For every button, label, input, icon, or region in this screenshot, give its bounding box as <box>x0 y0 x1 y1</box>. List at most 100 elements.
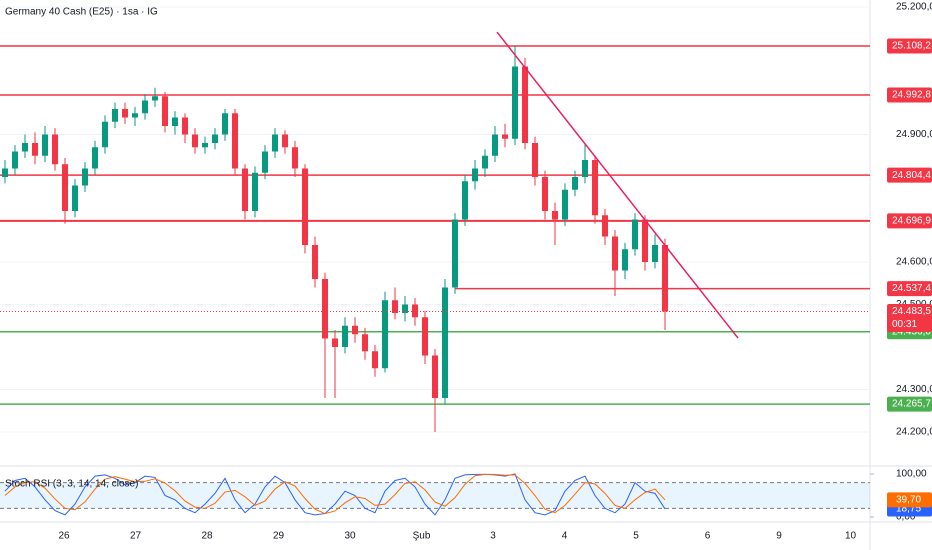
candle-body <box>442 287 448 398</box>
candle-body <box>622 249 628 271</box>
candle-body <box>552 211 558 220</box>
candle-body <box>512 66 518 139</box>
candle-body <box>222 113 228 135</box>
y-tick-label: 24.300,0 <box>896 384 932 395</box>
candle-body <box>212 134 218 143</box>
stoch-last-label: 39,70 <box>896 495 921 506</box>
candle-body <box>662 245 668 312</box>
stoch-line <box>4 473 666 516</box>
candle-body <box>632 219 638 250</box>
level-label: 24.537,4 <box>892 283 931 294</box>
y-tick-label: 25.200,0 <box>896 2 932 13</box>
y-tick-label: 24.900,0 <box>896 129 932 140</box>
candle-body <box>92 147 98 169</box>
candle-body <box>282 134 288 148</box>
candle-body <box>322 279 328 339</box>
candle-body <box>162 96 168 126</box>
chart-title: Germany 40 Cash (E25) · 1sa · IG <box>5 7 158 18</box>
candle-body <box>62 164 68 211</box>
level-label-box <box>887 396 932 412</box>
trendline <box>496 31 739 339</box>
candle-body <box>542 177 548 211</box>
candle-body <box>12 151 18 169</box>
last-price-box <box>887 304 932 333</box>
candle-body <box>252 172 258 211</box>
candle-body <box>522 66 528 143</box>
candle-body <box>102 121 108 148</box>
candle-body <box>42 134 48 156</box>
candle-body <box>82 168 88 186</box>
x-tick-label: 30 <box>344 531 356 542</box>
candle-body <box>182 117 188 135</box>
level-label: 24.696,9 <box>892 215 931 226</box>
candle-body <box>142 100 148 114</box>
level-label-box <box>887 87 932 103</box>
candle-body <box>172 117 178 126</box>
countdown: 00:31 <box>892 319 917 330</box>
level-label-box <box>887 281 932 297</box>
stoch-title: Stoch RSI (3, 3, 14, 14, close) <box>5 479 138 490</box>
candle-body <box>312 245 318 279</box>
level-label: 24.804,4 <box>892 170 931 181</box>
level-label-box <box>887 167 932 183</box>
candle-body <box>132 113 138 118</box>
level-label-box <box>887 38 932 54</box>
candle-body <box>532 143 538 177</box>
candle-body <box>72 185 78 211</box>
x-tick-label: Şub <box>413 531 431 542</box>
candle-body <box>122 109 128 118</box>
y-tick-label: 24.600,0 <box>896 257 932 268</box>
candle-body <box>112 109 118 122</box>
candle-body <box>462 181 468 220</box>
x-tick-label: 28 <box>201 531 213 542</box>
y-tick-label: 24.200,0 <box>896 427 932 438</box>
level-label: 24.992,8 <box>892 90 931 101</box>
last-price-label: 24.483,5 <box>892 306 931 317</box>
candle-body <box>22 143 28 152</box>
candle-body <box>2 168 8 177</box>
candle-body <box>592 160 598 216</box>
x-tick-label: 4 <box>562 531 568 542</box>
stoch-tick-label: 100,00 <box>896 469 927 480</box>
x-tick-label: 3 <box>490 531 496 542</box>
candle-body <box>152 96 158 101</box>
candle-body <box>232 113 238 169</box>
candle-body <box>262 151 268 173</box>
candle-body <box>372 351 378 369</box>
candle-body <box>332 338 338 347</box>
candle-body <box>652 245 658 262</box>
x-tick-label: 29 <box>273 531 285 542</box>
x-tick-label: 26 <box>58 531 70 542</box>
candle-body <box>342 325 348 347</box>
stoch-line <box>4 473 666 515</box>
candle-body <box>482 155 488 169</box>
level-label-box <box>887 213 932 229</box>
candle-body <box>52 134 58 165</box>
candle-body <box>602 215 608 237</box>
x-tick-label: 5 <box>633 531 639 542</box>
x-tick-label: 9 <box>776 531 782 542</box>
candle-body <box>392 300 398 313</box>
level-label: 24.265,7 <box>892 399 931 410</box>
candle-body <box>362 334 368 352</box>
x-tick-label: 27 <box>130 531 142 542</box>
candle-body <box>192 134 198 148</box>
candle-body <box>612 236 618 271</box>
candle-body <box>562 189 568 220</box>
candle-body <box>402 304 408 313</box>
candle-body <box>32 143 38 156</box>
candle-body <box>242 168 248 211</box>
candle-body <box>572 177 578 190</box>
candle-body <box>302 168 308 245</box>
x-tick-label: 10 <box>845 531 857 542</box>
candle-body <box>412 304 418 318</box>
candle-body <box>432 355 438 398</box>
candle-body <box>272 134 278 152</box>
candle-body <box>492 134 498 156</box>
level-label: 25.108,2 <box>892 41 931 52</box>
candle-body <box>422 317 428 356</box>
stoch-last-label: 18,75 <box>896 504 921 515</box>
x-tick-label: 6 <box>705 531 711 542</box>
